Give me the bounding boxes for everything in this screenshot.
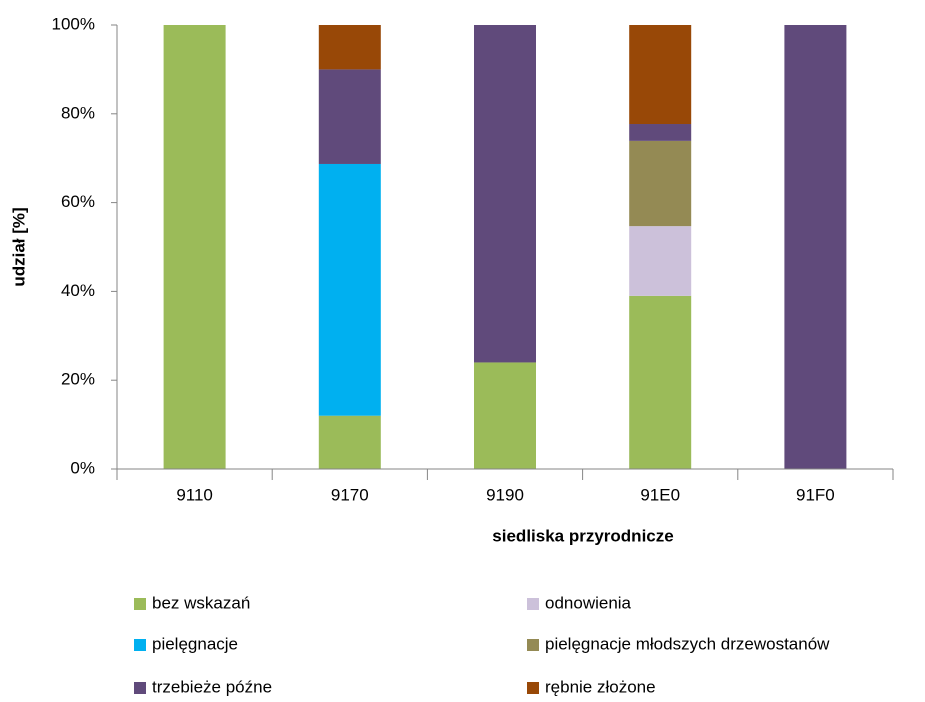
bar-segment (474, 362, 536, 469)
bar-segment (318, 69, 381, 164)
x-tick-label: 9110 (176, 485, 213, 504)
bar-segment (629, 25, 692, 125)
bar-segment (629, 140, 692, 227)
x-tick-label: 9190 (486, 485, 524, 504)
y-tick-label: 0% (70, 458, 95, 477)
y-axis-title: udział [%] (9, 207, 28, 286)
legend-swatch (134, 639, 146, 651)
legend-label: pielęgnacje (152, 634, 238, 653)
bar-segment (629, 226, 692, 296)
bar-segment (318, 163, 381, 416)
bar-segment (474, 25, 536, 363)
legend-label: rębnie złożone (545, 677, 656, 696)
legend-swatch (527, 682, 539, 694)
x-tick-label: 9170 (331, 485, 369, 504)
y-tick-label: 20% (61, 370, 95, 389)
legend-label: bez wskazań (152, 593, 250, 612)
x-tick-label: 91E0 (640, 485, 680, 504)
bar-segment (629, 124, 692, 141)
legend-swatch (527, 598, 539, 610)
y-tick-label: 40% (61, 281, 95, 300)
y-tick-label: 100% (52, 14, 95, 33)
bar-segment (318, 415, 381, 469)
legend-swatch (527, 639, 539, 651)
bar-segment (629, 295, 692, 469)
x-tick-label: 91F0 (796, 485, 835, 504)
bar-segment (784, 25, 847, 469)
x-axis-title: siedliska przyrodnicze (492, 526, 673, 545)
legend-label: odnowienia (545, 593, 632, 612)
bar-segment (318, 25, 381, 70)
bar-segment (163, 25, 226, 469)
legend-swatch (134, 682, 146, 694)
legend-label: pielęgnacje młodszych drzewostanów (545, 634, 830, 653)
legend-swatch (134, 598, 146, 610)
legend-label: trzebieże późne (152, 677, 272, 696)
y-tick-label: 80% (61, 103, 95, 122)
y-tick-label: 60% (61, 192, 95, 211)
